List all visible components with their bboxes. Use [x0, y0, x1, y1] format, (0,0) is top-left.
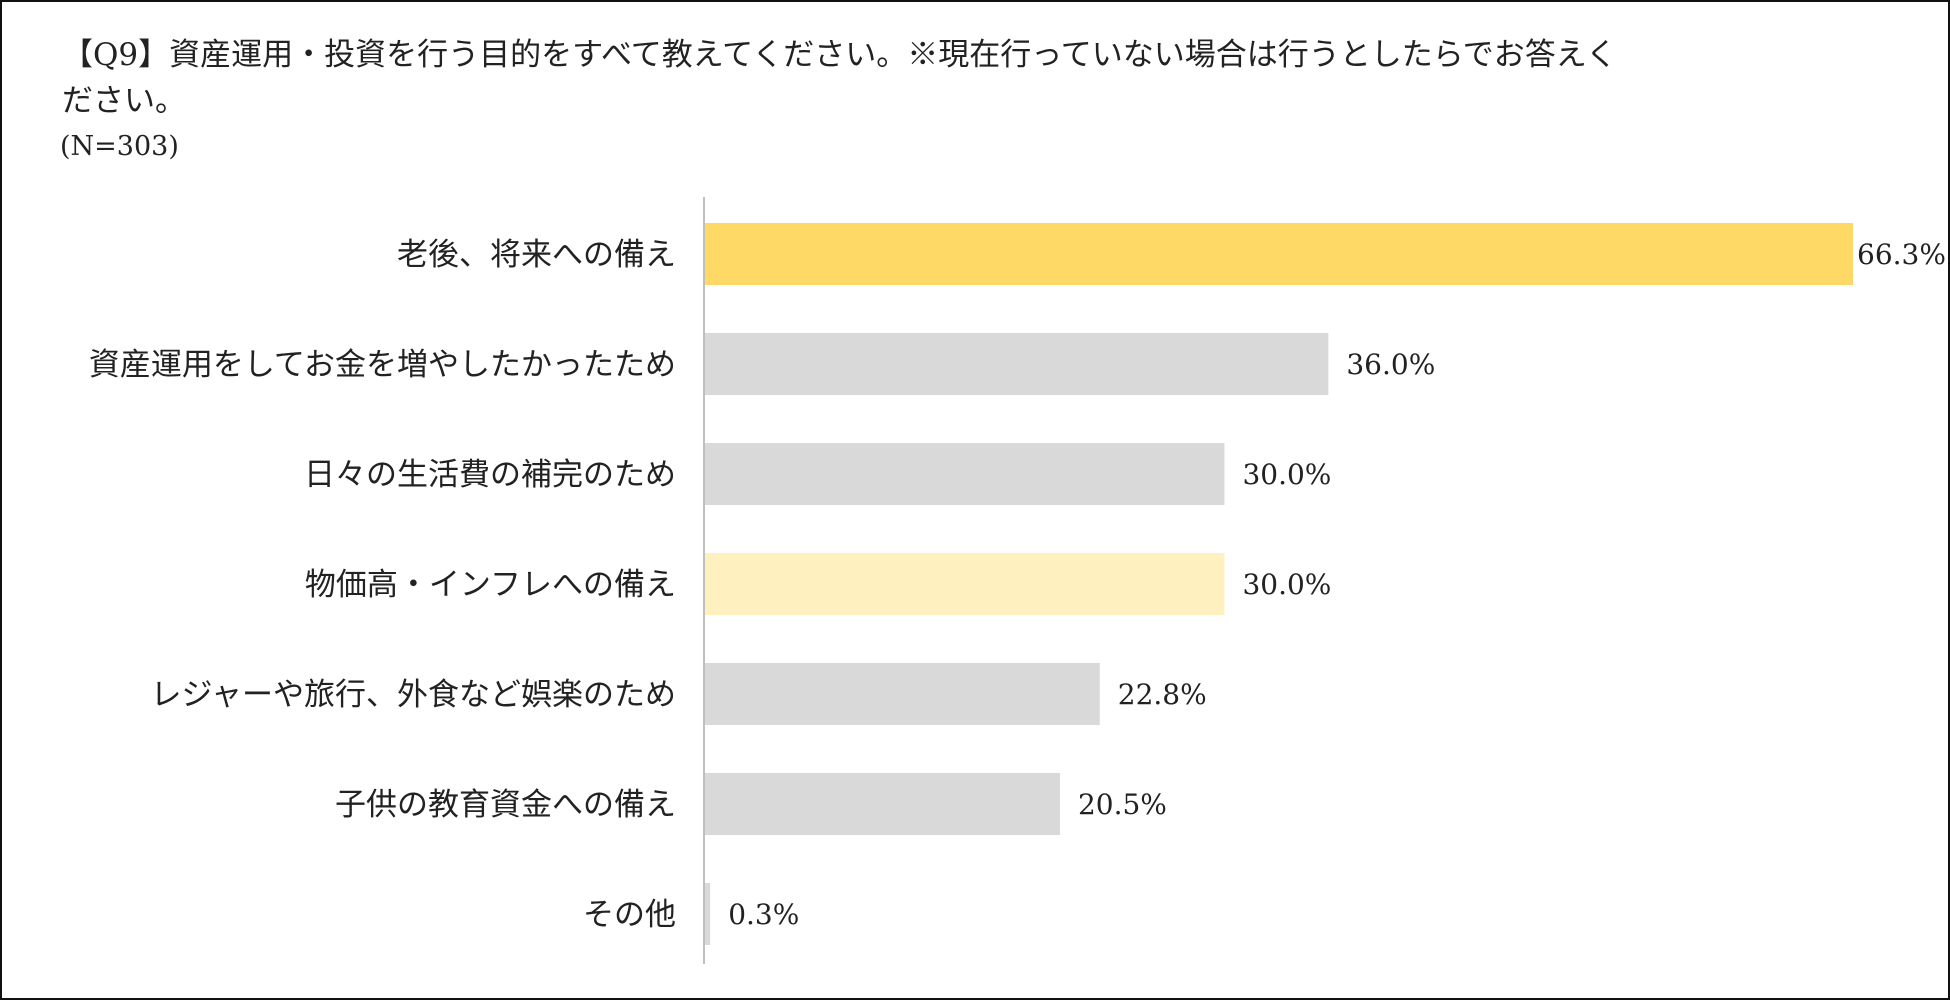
sample-size: (N=303): [60, 131, 179, 162]
value-label-3: 30.0%: [1242, 568, 1331, 601]
value-label-6: 0.3%: [728, 898, 799, 931]
bar-6: [705, 883, 711, 945]
bar-0: [705, 223, 1853, 285]
value-label-2: 30.0%: [1242, 458, 1331, 491]
category-label-4: レジャーや旅行、外食など娯楽のため: [151, 677, 676, 713]
value-label-4: 22.8%: [1118, 678, 1207, 711]
value-label-5: 20.5%: [1078, 788, 1167, 821]
category-label-1: 資産運用をしてお金を増やしたかったため: [89, 347, 676, 383]
category-label-6: その他: [583, 897, 676, 933]
category-label-2: 日々の生活費の補完のため: [304, 457, 676, 493]
bar-5: [705, 773, 1060, 835]
bar-1: [705, 333, 1329, 395]
chart-title: 【Q9】資産運用・投資を行う目的をすべて教えてください。※現在行っていない場合は…: [62, 37, 1617, 119]
bar-4: [705, 663, 1100, 725]
category-label-3: 物価高・インフレへの備え: [305, 567, 676, 603]
bar-2: [705, 443, 1225, 505]
category-label-0: 老後、将来への備え: [397, 237, 676, 273]
bar-3: [705, 553, 1225, 615]
category-label-5: 子供の教育資金への備え: [335, 787, 676, 823]
value-label-1: 36.0%: [1346, 348, 1435, 381]
value-label-0: 66.3%: [1857, 238, 1946, 271]
